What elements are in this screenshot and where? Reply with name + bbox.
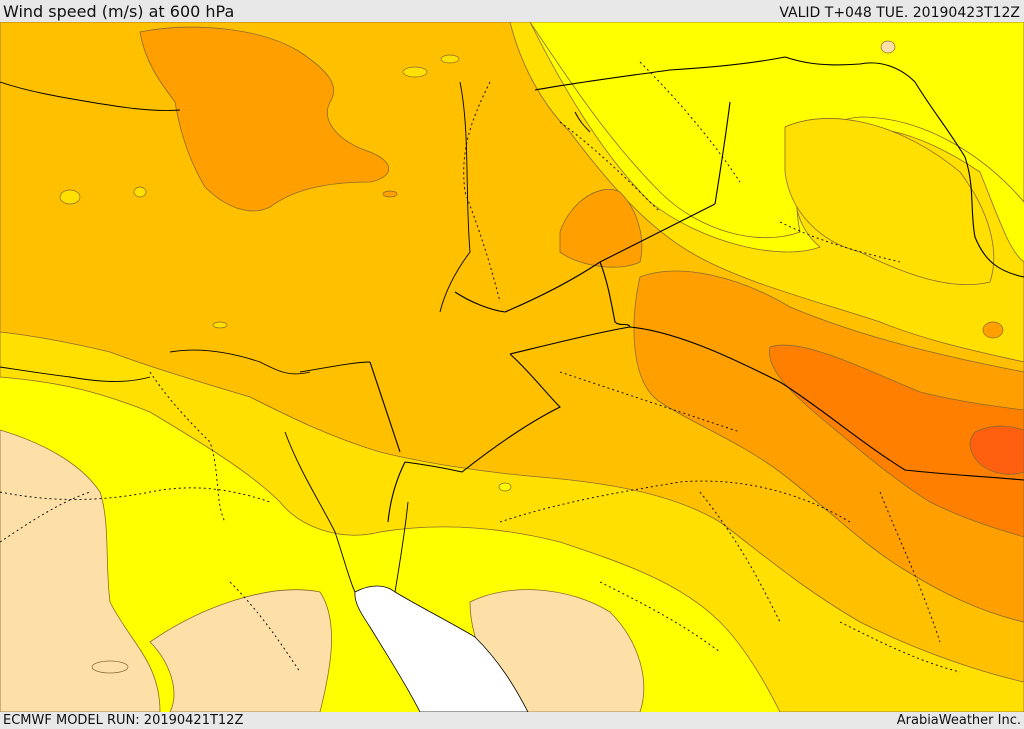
lake-small-2 — [59, 189, 81, 205]
lake-small-8 — [880, 40, 896, 54]
band-lowest-west — [0, 429, 161, 712]
map-title: Wind speed (m/s) at 600 hPa — [3, 2, 235, 21]
band-max-core — [969, 425, 1024, 475]
lake-small-3 — [133, 186, 147, 198]
band-dark-orange — [768, 344, 1024, 538]
band-orange-north — [139, 26, 389, 212]
band-orange-center — [559, 189, 643, 268]
solid-borders — [369, 56, 1024, 523]
lake-small-4 — [440, 54, 460, 64]
country-borders — [0, 61, 961, 673]
valid-time: VALID T+048 TUE. 20190423T12Z — [779, 5, 1020, 21]
wind-speed-map[interactable] — [0, 22, 1024, 712]
map-footer: ECMWF MODEL RUN: 20190421T12Z ArabiaWeat… — [0, 712, 1024, 729]
band-yellow-ne — [529, 22, 1024, 239]
lake-small-6 — [498, 482, 512, 492]
lake-small-5 — [402, 66, 428, 78]
band-lowest-south — [149, 589, 332, 712]
credit-label: ArabiaWeather Inc. — [896, 713, 1021, 728]
band-gold-ne-patch — [784, 118, 995, 286]
lake-small-9 — [91, 660, 129, 674]
map-header: Wind speed (m/s) at 600 hPa VALID T+048 … — [0, 0, 1024, 22]
lake-small-7 — [982, 321, 1004, 339]
model-run-label: ECMWF MODEL RUN: 20190421T12Z — [3, 713, 244, 728]
coastlines — [0, 81, 591, 593]
lake-small-1 — [212, 321, 228, 329]
island-cyprus — [382, 190, 398, 198]
